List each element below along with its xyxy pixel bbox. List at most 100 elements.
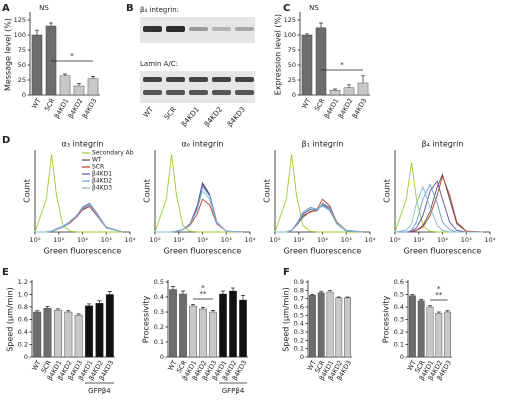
blot-band [235,90,254,95]
panel-letter: E [2,267,9,278]
blot-band [189,27,208,31]
annotation: ** [435,291,443,299]
blot-band [166,26,185,32]
bar [87,78,99,96]
bar [45,25,57,96]
y-tick-label: 0.4 [394,303,404,311]
bar [73,85,85,96]
y-tick-label: 0.1 [394,341,404,349]
bar [54,309,62,358]
error-bar [66,310,71,312]
histogram-line [155,190,243,233]
x-axis-label: Green fluorescence [44,247,122,256]
y-tick-label: 0.8 [18,303,28,311]
y-tick-label: 0.3 [294,328,304,336]
bar [335,297,343,358]
error-bar [201,307,205,309]
legend-label: β4KD2 [92,178,112,185]
x-tick-label: 10³ [341,236,352,244]
legend-label: SCR [92,164,104,171]
histogram-line [34,154,123,233]
y-tick-label: 100 [14,31,26,39]
bar [229,290,237,358]
blot-band [235,27,254,31]
chart-title: α₃ integrin [61,140,103,149]
y-tick-label: 0.2 [154,323,164,331]
y-tick-label: 0.9 [294,278,304,286]
lane-label: β4KD2 [203,105,224,128]
y-axis-label: Expression level (%) [274,14,283,95]
y-tick-label: 0.7 [294,295,304,303]
x-tick-label: 10³ [221,236,232,244]
x-tick-label: 10⁴ [485,236,496,244]
x-tick-label: 10² [437,236,448,244]
axis-line [274,150,370,233]
histogram-line [395,183,483,233]
bar [426,306,434,358]
blot-band [143,90,162,95]
x-tick-label: WT [300,97,312,110]
y-tick-label: 75 [288,46,296,54]
y-tick-label: 0 [22,91,26,99]
error-bar [336,296,341,298]
y-tick-label: 125 [284,16,296,24]
error-bar [45,306,50,309]
blot-band [212,77,231,82]
blot-band [189,77,208,82]
blot-membrane [140,71,255,103]
bar [31,34,43,96]
y-axis-label: Processivity [382,296,391,344]
y-tick-label: 0.6 [294,303,304,311]
error-bar [410,294,415,296]
histogram-line [275,203,363,233]
error-bar [87,303,92,306]
lane-label: β4KD3 [226,105,247,128]
bar [315,27,327,96]
bar [357,82,369,96]
error-bar [445,310,450,312]
x-tick-label: 10³ [461,236,472,244]
y-axis-label: Count [143,179,152,203]
y-tick-label: 25 [18,76,26,84]
y-tick-label: 0.4 [154,293,164,301]
x-tick-label: 10¹ [173,236,184,244]
bar [64,311,73,358]
bar [409,295,416,358]
y-tick-label: 0.6 [394,278,404,286]
error-bar [419,299,424,301]
y-axis-label: Speed (μm/min) [6,287,15,352]
error-bar [35,29,39,35]
panel-letter: F [283,267,290,278]
blot-band [143,26,162,32]
x-axis-label: Green fluorescence [404,247,482,256]
x-tick-label: 10⁰ [150,236,161,244]
y-tick-label: 0 [300,353,304,361]
bar [219,293,227,358]
y-tick-label: 0.5 [394,291,404,299]
error-bar [191,304,195,306]
error-bar [221,290,225,294]
bar [179,293,187,358]
y-tick-label: 0.8 [294,286,304,294]
legend-label: WT [92,157,102,164]
error-bar [35,310,40,312]
y-tick-label: 0.2 [394,328,404,336]
y-tick-label: 0.2 [18,341,28,349]
histogram-line [275,205,363,233]
bar [417,300,425,358]
x-axis-label: Green fluorescence [284,247,362,256]
blot-label: Lamin A/C: [140,60,178,68]
error-bar [319,290,324,293]
group-label: GFPβ4 [222,387,245,395]
x-tick-label: 10² [317,236,328,244]
x-tick-label: 10⁰ [30,236,41,244]
x-tick-label: 10⁴ [365,236,376,244]
error-bar [241,295,245,300]
error-bar [347,84,351,88]
x-tick-label: 10¹ [53,236,64,244]
bar [95,303,104,358]
x-tick-label: SCR [313,97,327,113]
lane-label: SCR [163,105,178,121]
annotation: NS [309,4,319,12]
y-tick-label: 0.3 [154,308,164,316]
